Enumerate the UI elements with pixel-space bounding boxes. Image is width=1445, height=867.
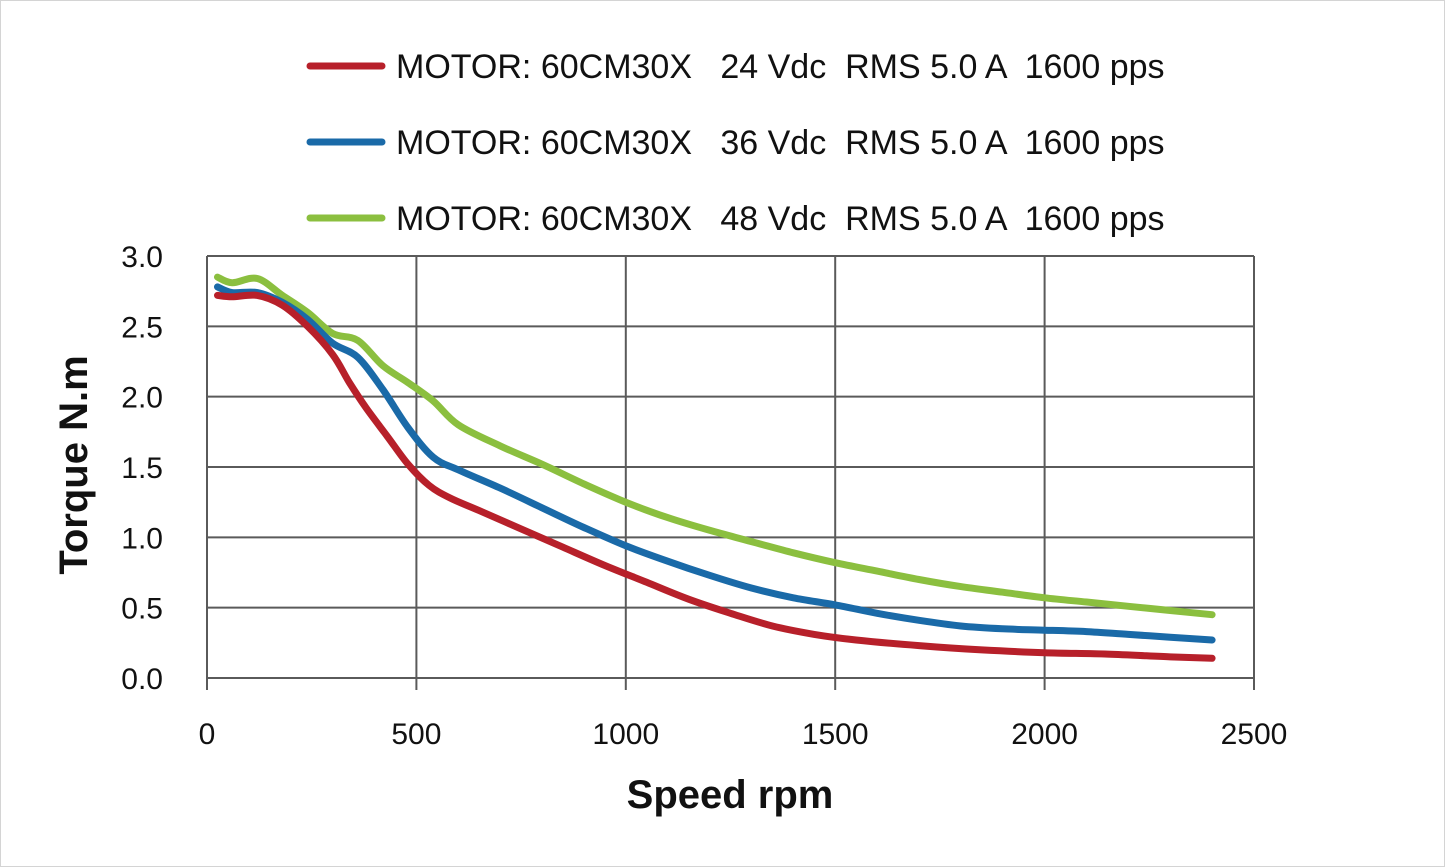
legend-label-3: MOTOR: 60CM30X 48 Vdc RMS 5.0 A 1600 pps bbox=[396, 200, 1165, 238]
y-tick-label: 3.0 bbox=[121, 241, 163, 274]
y-tick-label: 0.0 bbox=[121, 663, 163, 696]
x-tick-label: 500 bbox=[391, 718, 441, 751]
x-axis-title: Speed rpm bbox=[627, 773, 834, 817]
y-tick-label: 1.5 bbox=[121, 452, 163, 485]
x-tick-label: 2000 bbox=[1011, 718, 1078, 751]
legend-label-2: MOTOR: 60CM30X 36 Vdc RMS 5.0 A 1600 pps bbox=[396, 124, 1165, 162]
legend-label-1: MOTOR: 60CM30X 24 Vdc RMS 5.0 A 1600 pps bbox=[396, 48, 1165, 86]
series-line-1 bbox=[214, 291, 1216, 662]
series-line-2 bbox=[214, 283, 1216, 644]
series-line-3 bbox=[214, 273, 1216, 619]
y-axis-title: Torque N.m bbox=[52, 355, 96, 574]
y-tick-label: 2.5 bbox=[121, 311, 163, 344]
y-tick-labels: 0.0 0.5 1.0 1.5 2.0 2.5 3.0 bbox=[121, 241, 163, 696]
x-tick-label: 0 bbox=[199, 718, 216, 751]
legend: MOTOR: 60CM30X 24 Vdc RMS 5.0 A 1600 pps… bbox=[306, 48, 1165, 238]
y-tick-label: 2.0 bbox=[121, 382, 163, 415]
x-tick-label: 1000 bbox=[592, 718, 659, 751]
grid-lines bbox=[206, 255, 1255, 690]
x-tick-labels: 0 500 1000 1500 2000 2500 bbox=[199, 718, 1288, 751]
y-tick-label: 1.0 bbox=[121, 522, 163, 555]
x-tick-label: 2500 bbox=[1221, 718, 1288, 751]
x-tick-label: 1500 bbox=[802, 718, 869, 751]
series-group bbox=[214, 273, 1216, 662]
y-tick-label: 0.5 bbox=[121, 593, 163, 626]
